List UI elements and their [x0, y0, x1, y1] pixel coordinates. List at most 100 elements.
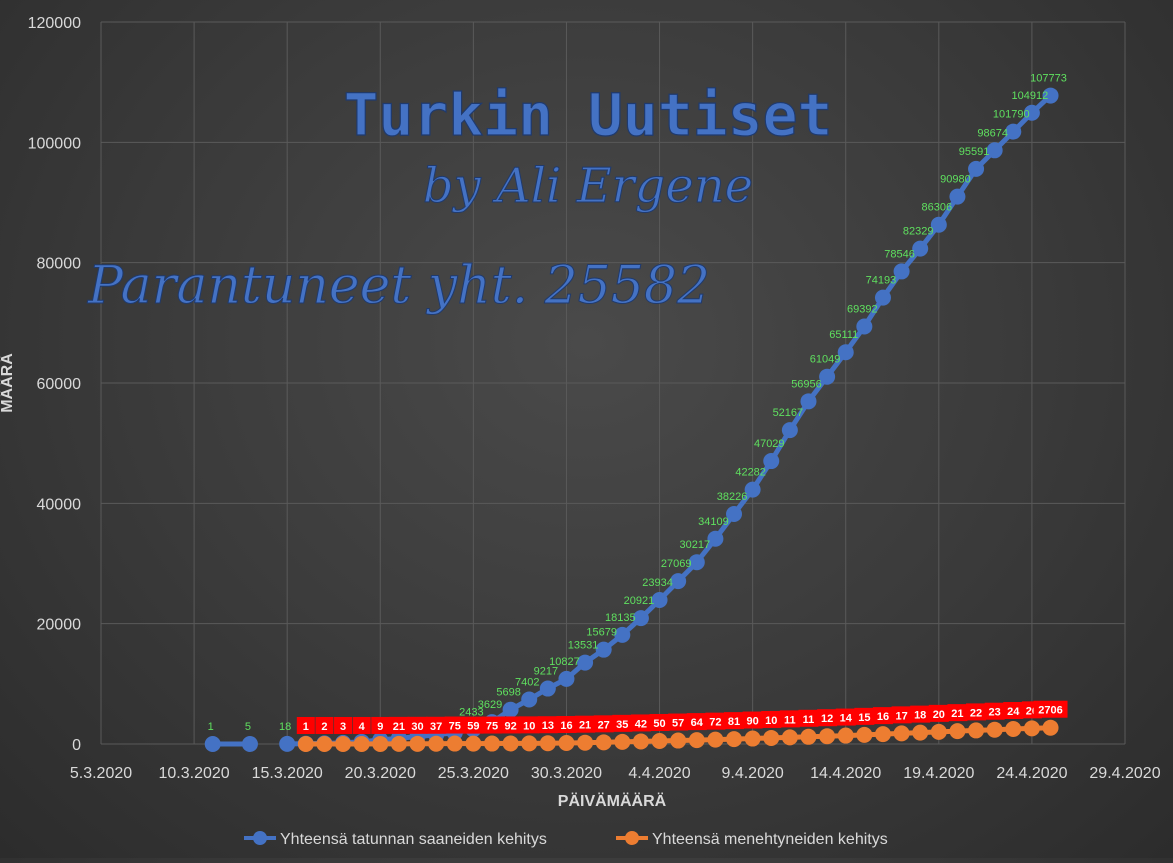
- confirmed-data-label: 5698: [496, 687, 520, 699]
- y-axis-title: MÄÄRÄ: [0, 353, 16, 413]
- watermark-recovered-total: Parantuneet yht. 25582: [87, 256, 710, 316]
- deaths-line-point: [502, 735, 519, 752]
- confirmed-line-point: [577, 654, 594, 671]
- deaths-line-point: [446, 735, 463, 752]
- deaths-line-point: [577, 734, 594, 751]
- legend-item-deaths[interactable]: Yhteensä menehtyneiden kehitys: [616, 831, 888, 848]
- confirmed-line-point: [763, 453, 780, 470]
- confirmed-data-label: 78546: [884, 248, 915, 260]
- deaths-data-label: 12: [821, 713, 833, 725]
- confirmed-line-point: [241, 735, 258, 752]
- deaths-line-point: [688, 732, 705, 749]
- confirmed-data-label: 65111: [829, 329, 858, 341]
- confirmed-data-label: 18135: [605, 612, 636, 624]
- confirmed-line-point: [986, 142, 1003, 159]
- deaths-line-point: [670, 732, 687, 749]
- deaths-data-label: 16: [560, 720, 572, 732]
- confirmed-line-point: [204, 735, 221, 752]
- deaths-data-label-bg: [556, 715, 577, 733]
- confirmed-line-point: [726, 506, 743, 523]
- confirmed-data-label: 98674: [977, 127, 1008, 139]
- x-tick-label: 29.4.2020: [1089, 765, 1160, 782]
- deaths-data-label-bg: [724, 712, 745, 730]
- deaths-data-label: 35: [616, 719, 628, 731]
- confirmed-line-point: [521, 691, 538, 708]
- deaths-data-label: 64: [691, 717, 704, 729]
- deaths-line-point: [595, 734, 612, 751]
- confirmed-data-label: 2433: [459, 706, 483, 718]
- deaths-line-point: [521, 735, 538, 752]
- confirmed-line-point: [502, 701, 519, 718]
- deaths-line-point: [539, 735, 556, 752]
- deaths-data-label: 9: [377, 721, 383, 733]
- confirmed-line-point: [670, 573, 687, 590]
- confirmed-data-label: 86306: [922, 202, 953, 214]
- x-axis-title: PÄIVÄMÄÄRÄ: [558, 792, 667, 810]
- deaths-line-point: [651, 732, 668, 749]
- deaths-line-point: [1042, 719, 1059, 736]
- confirmed-data-label: 95591: [959, 146, 990, 158]
- confirmed-data-label: 74193: [866, 275, 897, 287]
- deaths-data-label-bg: [798, 709, 819, 727]
- confirmed-line-point: [819, 368, 836, 385]
- confirmed-data-label: 61049: [810, 354, 841, 366]
- confirmed-line-point: [856, 318, 873, 335]
- deaths-data-label-bg: [928, 704, 949, 722]
- deaths-data-label: 81: [728, 716, 740, 728]
- confirmed-line-point: [688, 554, 705, 571]
- watermark: Turkin Uutiset by Ali Ergene Parantuneet…: [87, 80, 834, 316]
- deaths-data-label: 2706: [1038, 705, 1062, 717]
- watermark-subtitle: by Ali Ergene: [423, 158, 753, 214]
- deaths-line-point: [781, 729, 798, 746]
- deaths-data-label-bg: [817, 709, 838, 727]
- deaths-line-point: [763, 729, 780, 746]
- confirmed-line-point: [893, 263, 910, 280]
- confirmed-line-point: [874, 289, 891, 306]
- grid-lines: [100, 21, 1126, 745]
- confirmed-line-point: [539, 680, 556, 697]
- deaths-data-label-bg: [835, 708, 856, 726]
- deaths-line-point: [968, 722, 985, 739]
- confirmed-line-point: [1005, 123, 1022, 140]
- deaths-data-label-bg: [891, 706, 912, 724]
- confirmed-data-label: 56956: [791, 378, 822, 390]
- y-tick-label: 60000: [37, 376, 82, 393]
- confirmed-data-label: 52167: [773, 407, 804, 419]
- confirmed-data-label: 20921: [624, 595, 655, 607]
- deaths-data-label: 10: [765, 715, 777, 727]
- deaths-line-point: [316, 735, 333, 752]
- deaths-data-label-bg: [742, 711, 763, 729]
- confirmed-line-point: [800, 393, 817, 410]
- deaths-data-label-bg: [388, 716, 409, 734]
- x-tick-label: 4.4.2020: [628, 765, 690, 782]
- confirmed-line-point: [930, 216, 947, 233]
- deaths-data-label: 21: [393, 721, 405, 733]
- confirmed-line-point: [781, 422, 798, 439]
- x-tick-label: 5.3.2020: [70, 765, 132, 782]
- confirmed-line-point: [968, 160, 985, 177]
- confirmed-data-label: 1: [208, 721, 214, 733]
- x-tick-label: 9.4.2020: [721, 765, 783, 782]
- deaths-data-label: 1: [303, 721, 309, 733]
- deaths-data-label-bg: [612, 714, 633, 732]
- deaths-data-label-bg: [352, 716, 371, 734]
- y-tick-label: 120000: [28, 15, 81, 32]
- deaths-line-point: [353, 735, 370, 752]
- deaths-line-point: [744, 730, 761, 747]
- deaths-data-label: 37: [430, 721, 442, 733]
- deaths-data-label: 21: [951, 708, 963, 720]
- confirmed-data-label: 90980: [940, 174, 971, 186]
- deaths-data-label-bg: [910, 705, 931, 723]
- confirmed-data-label: 18: [279, 721, 291, 733]
- x-tick-label: 25.3.2020: [438, 765, 509, 782]
- deaths-data-label-bg: [705, 712, 726, 730]
- confirmed-data-label: 27069: [661, 558, 692, 570]
- legend-item-confirmed[interactable]: Yhteensä tatunnan saaneiden kehitys: [244, 831, 547, 848]
- confirmed-data-label: 101790: [993, 109, 1030, 121]
- deaths-data-label-bg: [481, 716, 502, 734]
- deaths-data-label-bg: [984, 702, 1005, 720]
- confirmed-data-label: 107773: [1030, 73, 1067, 85]
- deaths-line-point: [800, 728, 817, 745]
